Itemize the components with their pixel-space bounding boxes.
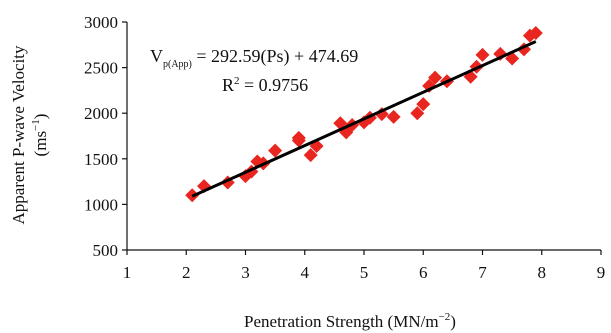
x-tick-label: 2 <box>182 263 191 282</box>
x-tick-label: 3 <box>241 263 250 282</box>
x-tick-label: 7 <box>478 263 487 282</box>
y-axis-title: Apparent P-wave Velocity (ms−1) <box>9 45 50 225</box>
y-tick-label: 1500 <box>84 150 118 169</box>
x-tick-label: 8 <box>538 263 547 282</box>
ticks: 500 1000 1500 2000 2500 3000 1 2 3 4 5 6 7 8 9 <box>84 13 605 282</box>
data-points <box>185 25 543 203</box>
data-point-marker <box>291 130 306 145</box>
x-axis-title: Penetration Strength (MN/m−2) <box>244 311 456 331</box>
y-axis-title-line1: Apparent P-wave Velocity <box>9 45 28 225</box>
data-point-marker <box>428 70 443 85</box>
x-tick-label: 6 <box>419 263 428 282</box>
y-tick-label: 2000 <box>84 104 118 123</box>
data-point-marker <box>528 25 543 40</box>
data-point-marker <box>416 97 431 112</box>
x-tick-label: 9 <box>597 263 606 282</box>
trendline-group <box>191 40 537 198</box>
x-tick-label: 1 <box>123 263 132 282</box>
trendline <box>191 40 537 198</box>
x-tick-label: 5 <box>360 263 369 282</box>
data-point-marker <box>410 106 425 121</box>
y-tick-label: 2500 <box>84 59 118 78</box>
r-squared-label: R2 = 0.9756 <box>222 75 308 95</box>
y-tick-label: 500 <box>93 241 119 260</box>
x-tick-label: 4 <box>301 263 310 282</box>
data-point-marker <box>475 47 490 62</box>
y-axis-title-line2: (ms−1) <box>30 114 50 157</box>
data-point-marker <box>268 143 283 158</box>
y-tick-label: 1000 <box>84 195 118 214</box>
y-tick-label: 3000 <box>84 13 118 32</box>
data-point-marker <box>386 109 401 124</box>
equation-label: Vp(App) = 292.59(Ps) + 474.69 <box>150 46 358 70</box>
data-point-marker <box>303 148 318 163</box>
